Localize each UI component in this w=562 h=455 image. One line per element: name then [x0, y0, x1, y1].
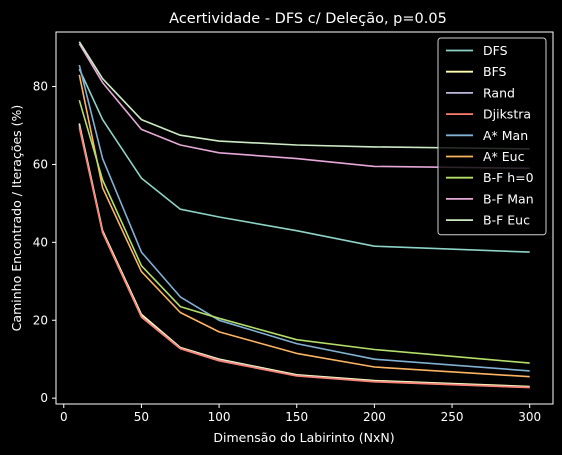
plot-frame: [55, 31, 554, 405]
legend-label: A* Man: [483, 128, 528, 143]
y-tick-label: 0: [40, 391, 48, 405]
y-axis: 0 20 40 60 80: [33, 80, 56, 405]
legend-box: [437, 37, 547, 236]
series-line-5: [78, 74, 530, 378]
plot-lines: [78, 41, 530, 389]
legend-label: B-F h=0: [483, 170, 534, 185]
y-tick-label: 20: [33, 313, 48, 327]
series-line-8: [78, 41, 530, 150]
series-line-6: [78, 99, 530, 364]
legend-label: A* Euc: [483, 149, 525, 164]
legend: DFS BFS Rand Djikstra A* Man A* Euc B-F h=0 B-F…: [437, 37, 547, 236]
y-tick-label: 40: [33, 235, 48, 249]
x-axis-label: Dimensão do Labirinto (NxN): [213, 430, 394, 445]
legend-label: BFS: [483, 64, 507, 79]
x-tick-label: 200: [363, 410, 386, 424]
y-tick-label: 60: [33, 157, 48, 171]
series-line-0: [78, 68, 530, 253]
legend-label: Rand: [483, 85, 515, 100]
legend-label: B-F Euc: [483, 213, 530, 228]
y-tick-label: 80: [33, 80, 48, 94]
series-line-7: [78, 43, 530, 170]
x-tick-label: 0: [60, 410, 68, 424]
x-axis: 0 50 100 150 200 250 300: [60, 404, 541, 424]
legend-label: DFS: [483, 43, 508, 58]
series-line-3: [78, 127, 530, 389]
x-tick-label: 250: [441, 410, 464, 424]
legend-label: B-F Man: [483, 191, 534, 206]
x-tick-label: 50: [134, 410, 149, 424]
chart-title: Acertividade - DFS c/ Deleção, p=0.05: [169, 11, 447, 27]
legend-label: Djikstra: [483, 107, 531, 122]
x-tick-label: 100: [208, 410, 231, 424]
x-tick-label: 300: [518, 410, 541, 424]
x-tick-label: 150: [285, 410, 308, 424]
series-line-4: [78, 64, 530, 372]
y-axis-label: Caminho Encontrado / Iterações (%): [9, 105, 24, 332]
